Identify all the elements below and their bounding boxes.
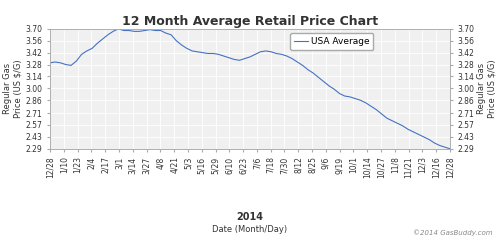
Title: 12 Month Average Retail Price Chart: 12 Month Average Retail Price Chart [122, 15, 378, 28]
Text: Date (Month/Day): Date (Month/Day) [212, 225, 288, 234]
Text: 2014: 2014 [236, 212, 264, 222]
Legend: USA Average: USA Average [290, 33, 374, 49]
USA Average [47, 61, 53, 64]
USA Average [184, 47, 190, 50]
USA Average [274, 52, 280, 55]
USA Average [216, 53, 222, 56]
USA Average [447, 147, 453, 150]
Line: USA Average: USA Average [50, 29, 450, 149]
USA Average [226, 56, 232, 59]
Text: ©2014 GasBuddy.com: ©2014 GasBuddy.com [413, 230, 492, 236]
USA Average [116, 27, 121, 30]
USA Average [189, 49, 195, 52]
Y-axis label: Regular Gas
Price (US $/G): Regular Gas Price (US $/G) [478, 60, 497, 118]
USA Average [131, 30, 137, 33]
Y-axis label: Regular Gas
Price (US $/G): Regular Gas Price (US $/G) [3, 60, 22, 118]
